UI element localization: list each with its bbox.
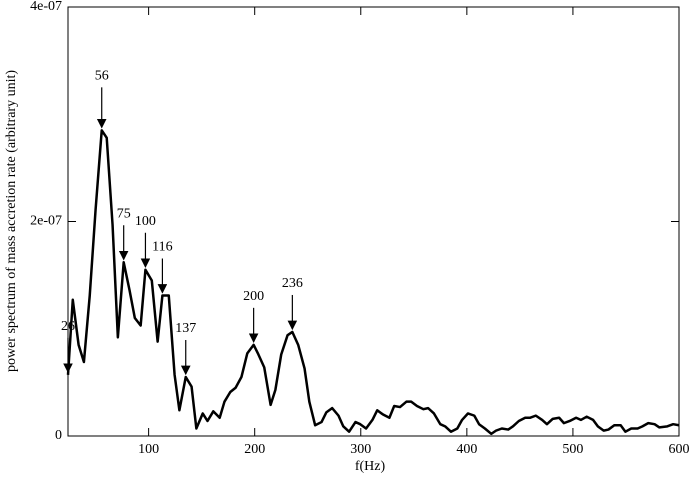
x-tick-label: 600 (669, 442, 690, 457)
annotation: 56 (95, 69, 109, 84)
x-tick-label: 100 (138, 442, 159, 457)
annotation: 26 (61, 319, 75, 334)
y-tick-label: 0 (55, 428, 62, 443)
annotation: 100 (135, 214, 156, 229)
plot-frame (67, 6, 680, 437)
x-tick-label: 300 (350, 442, 371, 457)
y-axis-label: power spectrum of mass accretion rate (a… (4, 70, 19, 372)
annotation: 236 (282, 276, 303, 291)
x-tick-label: 400 (456, 442, 477, 457)
annotation: 116 (152, 240, 172, 255)
y-tick-label: 4e-07 (30, 0, 62, 14)
annotation: 75 (117, 206, 131, 221)
x-axis-label: f(Hz) (355, 459, 386, 474)
annotation: 200 (243, 289, 264, 304)
x-tick-label: 500 (562, 442, 583, 457)
y-tick-label: 2e-07 (30, 214, 62, 229)
x-tick-label: 200 (244, 442, 265, 457)
line (66, 129, 680, 436)
annotation: 137 (175, 321, 196, 336)
